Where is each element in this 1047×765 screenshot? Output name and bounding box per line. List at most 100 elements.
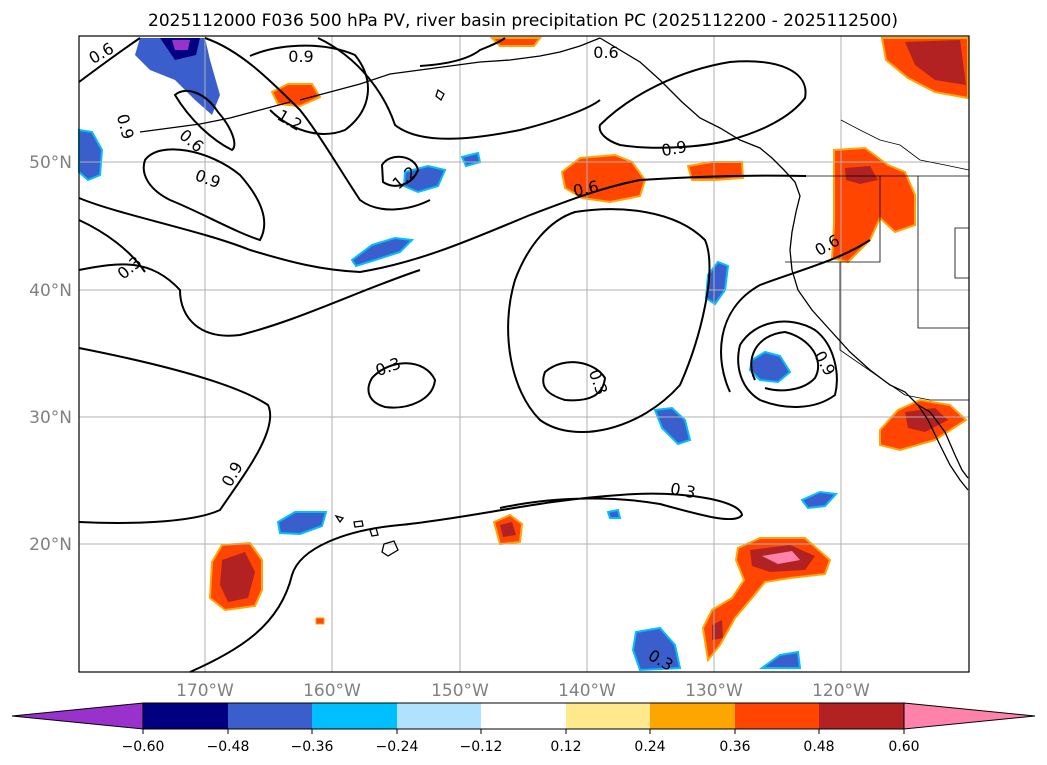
hawaii-island-1 bbox=[381, 540, 399, 557]
pv-contour bbox=[78, 347, 271, 524]
precip-shading bbox=[78, 37, 969, 672]
lon-label: 150°W bbox=[431, 681, 489, 701]
lat-label: 30°N bbox=[29, 408, 72, 428]
contour-label: 0.9 bbox=[288, 47, 313, 66]
contour-label: 0.6 bbox=[593, 43, 618, 62]
neg-blob-c bbox=[350, 236, 415, 268]
neg-blob-nw bbox=[135, 38, 220, 115]
colorbar-segment bbox=[650, 703, 735, 729]
colorbar-segment bbox=[735, 703, 819, 729]
state-border-3 bbox=[839, 262, 906, 396]
pos-blob-a bbox=[270, 83, 322, 108]
colorbar-tick-label: −0.36 bbox=[291, 739, 334, 755]
colorbar-segment bbox=[312, 703, 397, 729]
hawaii-island-4 bbox=[334, 514, 345, 524]
pv-contour bbox=[204, 37, 431, 211]
baja-coast bbox=[917, 404, 969, 479]
pv-contour bbox=[737, 320, 838, 408]
pv-contour bbox=[750, 330, 820, 392]
mexico-border bbox=[904, 394, 969, 401]
aleutian-chain bbox=[139, 101, 291, 133]
colorbar-frame bbox=[142, 702, 905, 730]
pv-contour bbox=[173, 90, 236, 152]
lon-label: 160°W bbox=[303, 681, 361, 701]
pv-contour bbox=[380, 155, 420, 187]
colorbar-extend-high bbox=[903, 702, 1036, 730]
pv-contour bbox=[78, 37, 141, 83]
pv-contour bbox=[507, 208, 711, 433]
island-a bbox=[435, 88, 445, 102]
neg-blob-i bbox=[606, 508, 622, 519]
lon-labels: 170°W 160°W 150°W 140°W 130°W 120°W bbox=[176, 681, 870, 701]
neg-blob-j bbox=[631, 626, 682, 672]
hawaii-island-3 bbox=[353, 520, 364, 528]
colorbar-segment bbox=[819, 703, 904, 729]
pv-contour bbox=[189, 492, 744, 673]
colorbar-tick-label: 0.36 bbox=[719, 739, 750, 755]
neg-blob-g bbox=[276, 511, 328, 536]
lat-label: 20°N bbox=[29, 535, 72, 555]
pv-contour bbox=[249, 44, 369, 135]
colorbar-tick-label: 0.48 bbox=[803, 739, 834, 755]
colorbar-tick-label: −0.24 bbox=[376, 739, 419, 755]
pos-blob-south-tail bbox=[712, 620, 723, 640]
pv-contour bbox=[78, 263, 421, 337]
pos-blob-ne-core bbox=[905, 40, 966, 85]
alaska-coast bbox=[299, 37, 601, 101]
colorbar-segment bbox=[566, 703, 650, 729]
colorbar-extend-low bbox=[11, 702, 144, 730]
neg-blob-h bbox=[800, 490, 839, 510]
pv-contour bbox=[367, 362, 437, 409]
colorbar-tick-label: 0.24 bbox=[634, 739, 665, 755]
pv-contour bbox=[78, 174, 807, 274]
pv-contour bbox=[142, 148, 266, 242]
state-border-2 bbox=[917, 176, 969, 329]
pos-blob-nw-coast-core bbox=[845, 166, 878, 184]
colorbar-tick-label: −0.12 bbox=[460, 739, 503, 755]
colorbar-ticks bbox=[142, 729, 905, 734]
pos-blob-tiny bbox=[315, 617, 325, 625]
lat-labels: 50°N 40°N 30°N 20°N bbox=[29, 153, 72, 555]
pv-contour bbox=[720, 239, 871, 393]
pos-blob-west-core bbox=[220, 552, 255, 602]
coastlines bbox=[139, 37, 970, 557]
pos-blob-c bbox=[560, 153, 647, 204]
pv-contour bbox=[542, 361, 607, 402]
neg-blob-k bbox=[758, 650, 802, 669]
colorbar: −0.60 −0.48 −0.36 −0.24 −0.12 0.12 0.24 … bbox=[11, 702, 1036, 755]
neg-blob-a bbox=[402, 164, 447, 194]
pos-blob-small-core bbox=[500, 522, 516, 537]
colorbar-tick-label: 0.12 bbox=[550, 739, 581, 755]
contour-label: 0.6 bbox=[571, 177, 600, 201]
colorbar-segment bbox=[143, 703, 228, 729]
graticule bbox=[79, 36, 969, 672]
colorbar-tick-label: −0.60 bbox=[122, 739, 165, 755]
contour-label: 0.3 bbox=[669, 479, 697, 502]
colorbar-tick-label: 0.60 bbox=[888, 739, 919, 755]
pos-blob-socal-core bbox=[905, 408, 948, 432]
lon-label: 120°W bbox=[812, 681, 870, 701]
lon-label: 130°W bbox=[685, 681, 743, 701]
neg-blob-nw-purple bbox=[172, 40, 190, 50]
pos-blob-south-pink bbox=[762, 551, 800, 564]
colorbar-segment bbox=[397, 703, 481, 729]
lon-label: 170°W bbox=[176, 681, 234, 701]
lat-label: 50°N bbox=[29, 153, 72, 173]
map-title: 2025112000 F036 500 hPa PV, river basin … bbox=[148, 11, 898, 31]
colorbar-segment bbox=[228, 703, 312, 729]
pv-contour bbox=[317, 37, 601, 140]
contour-label: 0.9 bbox=[660, 137, 688, 160]
canada-interior bbox=[840, 119, 970, 171]
map-frame bbox=[78, 35, 970, 673]
pv-contour bbox=[419, 37, 506, 67]
state-border-1 bbox=[785, 176, 881, 263]
lat-label: 40°N bbox=[29, 281, 72, 301]
colorbar-segment bbox=[481, 703, 566, 729]
colorbar-tick-label: −0.48 bbox=[207, 739, 250, 755]
lon-label: 140°W bbox=[558, 681, 616, 701]
pv-contour bbox=[78, 219, 146, 273]
pv-contour bbox=[598, 60, 807, 149]
north-america-coast bbox=[599, 37, 969, 491]
map-area: 0.6 0.9 0.9 0.6 0.9 0.6 0.9 1.2 1.2 0.3 … bbox=[78, 35, 970, 675]
